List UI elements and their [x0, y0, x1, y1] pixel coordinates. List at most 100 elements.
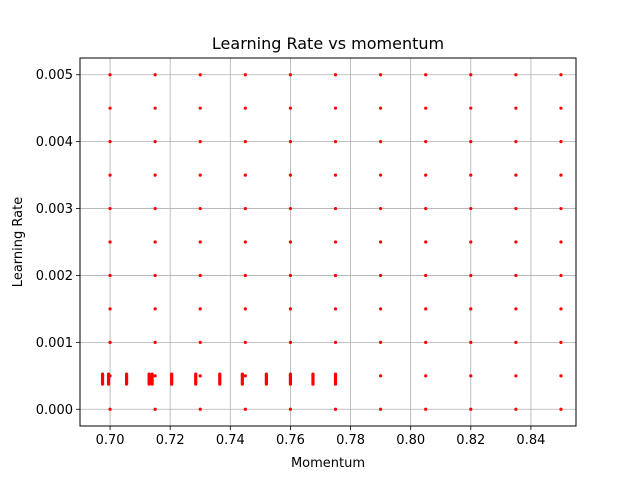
y-axis-label: Learning Rate: [11, 197, 26, 287]
x-tick-label: 0.74: [216, 433, 245, 448]
data-point: [288, 73, 293, 77]
data-point: [153, 73, 157, 77]
data-point: [243, 273, 247, 278]
grid-layer: [80, 58, 576, 426]
data-point: [333, 340, 338, 344]
data-point: [198, 106, 202, 110]
data-point: [198, 340, 202, 344]
data-point: [108, 73, 112, 77]
chart-title: Learning Rate vs momentum: [212, 34, 444, 53]
data-point: [198, 140, 202, 144]
data-point: [424, 407, 428, 411]
data-point: [333, 206, 338, 211]
x-tick-label: 0.82: [456, 433, 485, 448]
data-point: [424, 140, 428, 144]
data-point: [108, 340, 112, 344]
data-point: [288, 407, 293, 411]
x-tick-label: 0.70: [96, 433, 125, 448]
data-point: [153, 140, 157, 144]
data-point: [514, 307, 518, 311]
data-point: [333, 240, 338, 244]
data-point: [108, 140, 112, 144]
data-point: [379, 73, 383, 77]
data-point: [379, 340, 383, 344]
data-point: [243, 407, 247, 411]
data-point: [198, 206, 202, 211]
y-tick-label: 0.003: [36, 202, 73, 217]
data-point: [379, 206, 383, 211]
data-point: [424, 273, 428, 278]
data-point: [514, 407, 518, 411]
data-point: [514, 374, 518, 378]
data-point: [379, 240, 383, 244]
data-point: [469, 106, 473, 110]
x-tick-label: 0.72: [156, 433, 185, 448]
data-point: [198, 73, 202, 77]
x-tick-label: 0.78: [336, 433, 365, 448]
data-point: [108, 273, 112, 278]
y-tick-label: 0.002: [36, 269, 73, 284]
data-point: [424, 73, 428, 77]
data-point: [514, 240, 518, 244]
y-tick-label: 0.004: [36, 135, 73, 150]
data-point: [424, 106, 428, 110]
data-point: [288, 173, 293, 177]
data-point: [559, 240, 563, 244]
data-point: [288, 307, 293, 311]
data-point: [108, 173, 112, 177]
data-point: [559, 374, 563, 378]
data-point: [153, 307, 157, 311]
y-tick-label: 0.000: [36, 403, 73, 418]
data-point: [469, 374, 473, 378]
data-point: [108, 407, 112, 411]
data-point: [424, 340, 428, 344]
data-point: [333, 73, 338, 77]
data-point: [108, 307, 112, 311]
data-point: [243, 374, 247, 378]
data-point: [243, 73, 247, 77]
data-point: [424, 240, 428, 244]
data-point: [288, 340, 293, 344]
data-point: [288, 273, 293, 278]
x-tick-label: 0.76: [276, 433, 305, 448]
data-point: [153, 374, 157, 378]
data-point: [379, 407, 383, 411]
data-point: [243, 140, 247, 144]
x-tick-label: 0.84: [516, 433, 545, 448]
data-point: [153, 273, 157, 278]
data-point: [153, 106, 157, 110]
data-point: [559, 73, 563, 77]
data-point: [333, 140, 338, 144]
data-point: [514, 140, 518, 144]
data-point: [559, 307, 563, 311]
data-point: [469, 340, 473, 344]
points-layer: [100, 73, 563, 411]
data-point: [379, 140, 383, 144]
data-point: [514, 173, 518, 177]
data-point: [288, 206, 293, 211]
data-point: [514, 206, 518, 211]
data-point: [514, 340, 518, 344]
data-point: [198, 240, 202, 244]
data-point: [559, 273, 563, 278]
data-point: [288, 240, 293, 244]
data-point: [379, 374, 383, 378]
data-point: [469, 73, 473, 77]
data-point: [333, 173, 338, 177]
data-point: [469, 240, 473, 244]
data-point: [153, 206, 157, 211]
data-point: [379, 273, 383, 278]
data-point: [198, 173, 202, 177]
x-axis-label: Momentum: [291, 456, 365, 471]
data-point: [514, 273, 518, 278]
plot-frame: [79, 57, 577, 427]
data-point: [424, 374, 428, 378]
data-point: [469, 140, 473, 144]
data-point: [198, 307, 202, 311]
data-point: [559, 106, 563, 110]
data-point: [424, 173, 428, 177]
data-point: [333, 407, 338, 411]
data-point: [424, 206, 428, 211]
data-point: [288, 140, 293, 144]
data-point: [153, 407, 157, 411]
